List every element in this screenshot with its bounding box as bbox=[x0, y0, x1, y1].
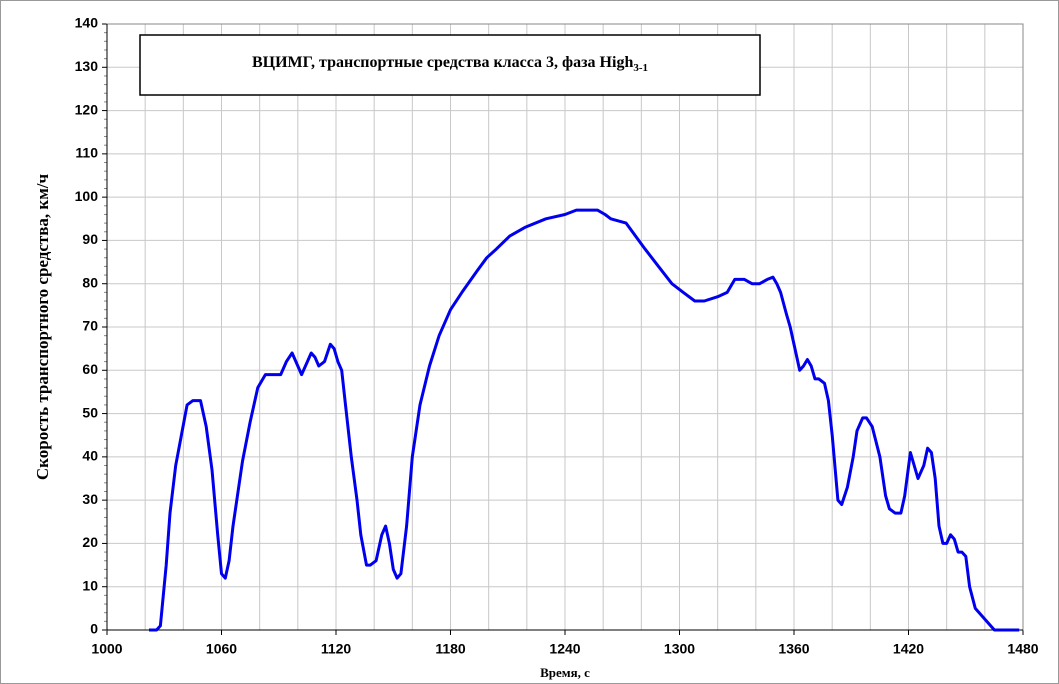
chart-title-subscript: 3-1 bbox=[633, 62, 648, 74]
y-tick-label: 10 bbox=[82, 577, 98, 593]
x-tick-label: 1480 bbox=[1007, 641, 1038, 657]
y-tick-label: 140 bbox=[75, 15, 99, 31]
x-tick-label: 1360 bbox=[778, 641, 809, 657]
y-tick-label: 120 bbox=[75, 101, 99, 117]
chart-title: ВЦИМГ, транспортные средства класса 3, ф… bbox=[252, 54, 648, 74]
y-tick-label: 80 bbox=[82, 274, 98, 290]
x-tick-label: 1060 bbox=[206, 641, 237, 657]
x-tick-label: 1180 bbox=[435, 641, 466, 657]
x-tick-label: 1240 bbox=[549, 641, 580, 657]
x-axis-title: Время, с bbox=[540, 665, 590, 680]
y-tick-label: 130 bbox=[75, 58, 99, 74]
x-tick-label: 1120 bbox=[321, 641, 352, 657]
title-box bbox=[139, 34, 761, 96]
y-tick-label: 30 bbox=[82, 491, 98, 507]
y-tick-label: 40 bbox=[82, 448, 98, 464]
y-tick-label: 60 bbox=[82, 361, 98, 377]
y-tick-label: 110 bbox=[75, 145, 98, 161]
x-tick-label: 1000 bbox=[91, 641, 122, 657]
y-tick-label: 50 bbox=[82, 404, 98, 420]
y-tick-label: 70 bbox=[82, 318, 98, 334]
y-tick-label: 20 bbox=[82, 534, 98, 550]
y-tick-label: 90 bbox=[82, 231, 98, 247]
y-tick-label: 0 bbox=[90, 621, 98, 637]
chart-title-text: ВЦИМГ, транспортные средства класса 3, ф… bbox=[252, 54, 633, 71]
x-tick-label: 1420 bbox=[893, 641, 924, 657]
y-tick-label: 100 bbox=[75, 188, 99, 204]
data-line bbox=[149, 208, 1020, 632]
y-axis-title: Скорость транспортного средства, км/ч bbox=[33, 173, 52, 480]
x-tick-label: 1300 bbox=[664, 641, 695, 657]
